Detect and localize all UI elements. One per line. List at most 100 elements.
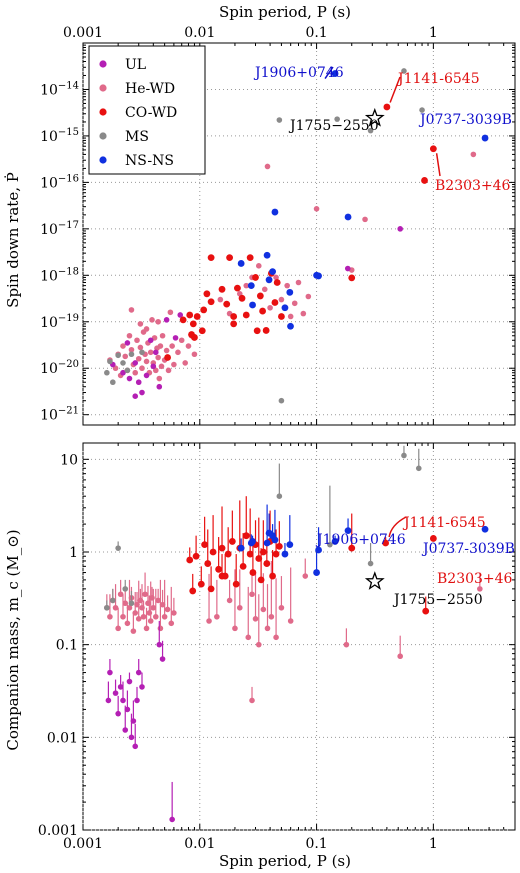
data-point (178, 337, 185, 344)
data-point (331, 70, 339, 77)
data-point (207, 298, 215, 306)
data-point (149, 595, 155, 601)
data-point (236, 604, 243, 611)
data-point (419, 107, 425, 113)
data-point (265, 276, 273, 284)
data-point (126, 678, 133, 685)
data-point (237, 260, 245, 267)
data-point (139, 389, 145, 396)
data-point (249, 697, 255, 704)
data-point (157, 343, 164, 349)
y-tick-label: 10−18 (40, 266, 79, 284)
data-point (234, 284, 241, 292)
y-tick-label: 10−16 (40, 173, 79, 191)
y-tick-label: 0.01 (47, 730, 78, 746)
data-point (224, 550, 232, 558)
data-point (167, 309, 174, 316)
data-point (255, 555, 263, 562)
data-point (246, 550, 254, 558)
label-b2303+46: B2303+46 (437, 571, 513, 587)
data-point (120, 343, 126, 349)
legend-label-he-wd: He-WD (125, 81, 175, 97)
data-point (382, 539, 390, 547)
data-point (124, 340, 131, 346)
data-point (470, 151, 477, 158)
data-point (147, 337, 154, 344)
data-point (207, 585, 215, 593)
data-point (315, 272, 322, 280)
data-point (124, 367, 131, 374)
data-point (110, 597, 116, 604)
data-point (155, 318, 161, 325)
data-point (255, 263, 262, 269)
data-point (142, 591, 148, 598)
data-point (182, 360, 188, 366)
data-point (192, 552, 200, 560)
data-point (143, 358, 150, 365)
data-point (112, 604, 119, 611)
data-point (134, 337, 140, 344)
data-point (257, 576, 265, 584)
data-point (247, 282, 255, 290)
data-point (132, 369, 139, 376)
data-point (150, 363, 157, 370)
data-point (189, 587, 197, 595)
data-point (152, 613, 159, 620)
data-point (269, 572, 276, 580)
data-point (287, 313, 294, 320)
data-point (128, 346, 135, 353)
data-point (157, 625, 164, 632)
data-point (278, 296, 285, 303)
data-point (137, 321, 144, 327)
data-point (193, 313, 201, 320)
data-point (200, 306, 208, 314)
data-point (367, 560, 374, 567)
data-point (249, 538, 256, 545)
data-point (143, 625, 150, 632)
data-point (334, 116, 340, 122)
data-point (226, 597, 233, 604)
data-point (140, 613, 147, 620)
data-point (264, 163, 271, 170)
data-point (343, 641, 350, 648)
data-point (401, 452, 407, 459)
data-point (397, 653, 404, 660)
data-point (218, 544, 226, 552)
data-point (256, 292, 264, 300)
legend-label-ns-ns: NS-NS (125, 153, 174, 169)
data-point (137, 344, 144, 351)
data-point (203, 290, 211, 298)
y-tick-label: 0.1 (56, 638, 78, 654)
data-point (171, 361, 177, 368)
legend: UL He-WD CO-WD MS NS-NS (88, 45, 206, 175)
data-point (263, 251, 271, 259)
data-point (179, 316, 187, 324)
top-axis-label: Spin period, P (s) (219, 3, 351, 21)
data-point (481, 134, 489, 142)
data-point (201, 541, 209, 549)
data-point (107, 358, 113, 365)
data-point (263, 560, 271, 567)
data-point (209, 548, 217, 556)
data-point (135, 616, 142, 622)
legend-marker-ul (99, 60, 107, 68)
data-point (120, 613, 126, 620)
data-point (278, 397, 285, 404)
data-point (117, 591, 124, 598)
data-point (156, 375, 163, 382)
data-point (348, 544, 356, 552)
label-j1755−2550: J1755−2550 (392, 592, 483, 608)
data-point (287, 618, 294, 624)
data-point (271, 299, 279, 306)
legend-label-co-wd: CO-WD (125, 105, 177, 121)
label-j0737-3039b: J0737-3039B (421, 541, 515, 557)
data-point (313, 569, 320, 576)
data-point (253, 327, 261, 335)
data-point (477, 586, 483, 592)
data-point (327, 541, 333, 548)
data-point (481, 525, 489, 533)
data-point (252, 616, 259, 622)
data-point (112, 690, 119, 696)
y-tick-label: 10−17 (40, 220, 79, 238)
data-point (126, 604, 133, 611)
